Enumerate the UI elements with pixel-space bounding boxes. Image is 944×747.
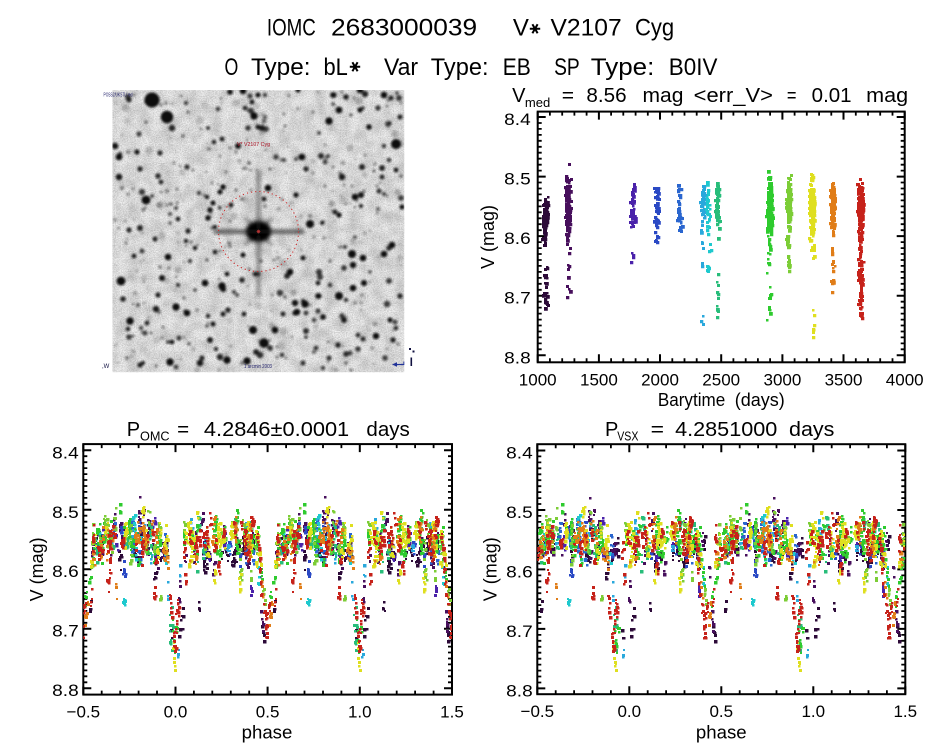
svg-text:mag: mag xyxy=(866,85,908,107)
svg-text:4000: 4000 xyxy=(886,370,924,389)
svg-text:=: = xyxy=(787,85,797,107)
svg-text:IOMC: IOMC xyxy=(267,15,316,42)
svg-text:phase: phase xyxy=(242,722,293,742)
svg-text:2000: 2000 xyxy=(641,370,679,389)
svg-text:Cyg: Cyg xyxy=(635,15,674,42)
svg-text:POSS2/UKSTU red: POSS2/UKSTU red xyxy=(104,93,133,99)
svg-text:8.5: 8.5 xyxy=(52,503,79,522)
svg-text:V (mag): V (mag) xyxy=(481,537,501,601)
svg-text:4.2846±0.0001: 4.2846±0.0001 xyxy=(204,419,349,441)
svg-text:0.01: 0.01 xyxy=(812,85,852,107)
svg-text:mag: mag xyxy=(643,85,684,107)
svg-text:(days): (days) xyxy=(735,390,785,410)
svg-text:1.5: 1.5 xyxy=(440,703,464,722)
svg-text:phase: phase xyxy=(696,722,747,742)
svg-text:=: = xyxy=(177,419,189,441)
svg-text:bL: bL xyxy=(324,54,348,81)
svg-text:1000: 1000 xyxy=(519,370,557,389)
svg-text:days: days xyxy=(789,419,834,441)
svg-text:−0.5: −0.5 xyxy=(521,702,555,721)
svg-text:V (mag): V (mag) xyxy=(27,537,47,601)
svg-text:1.0: 1.0 xyxy=(801,702,825,721)
svg-text:1.5: 1.5 xyxy=(893,702,917,721)
svg-text:V* V2107 Cyg: V* V2107 Cyg xyxy=(237,142,270,148)
svg-text:4.2851000: 4.2851000 xyxy=(675,419,777,441)
svg-text:8.6: 8.6 xyxy=(506,562,533,581)
svg-text:1500: 1500 xyxy=(580,370,618,389)
svg-text:<err_V>: <err_V> xyxy=(694,85,773,107)
svg-text:B0IV: B0IV xyxy=(669,54,718,81)
svg-text:1.0: 1.0 xyxy=(348,703,372,722)
svg-text:8.8: 8.8 xyxy=(52,681,79,700)
svg-text:=: = xyxy=(651,419,664,441)
svg-text:−0.5: −0.5 xyxy=(67,703,101,722)
svg-text:1 arcmin 2003: 1 arcmin 2003 xyxy=(244,364,272,370)
svg-text:Type:: Type: xyxy=(251,54,311,81)
svg-text:OMC: OMC xyxy=(140,428,170,443)
svg-text:0.5: 0.5 xyxy=(256,703,280,722)
svg-text:VSX: VSX xyxy=(617,429,638,444)
svg-text:med: med xyxy=(525,95,550,110)
svg-text:V: V xyxy=(513,15,529,42)
svg-text:=: = xyxy=(562,85,574,107)
svg-text:V (mag): V (mag) xyxy=(478,205,498,269)
svg-text:O: O xyxy=(225,54,239,81)
svg-text:8.6: 8.6 xyxy=(504,229,531,248)
svg-text:Type:: Type: xyxy=(591,54,655,81)
svg-text:0.0: 0.0 xyxy=(617,702,641,721)
svg-text:8.56: 8.56 xyxy=(586,85,626,107)
svg-text:3500: 3500 xyxy=(825,370,863,389)
svg-text:8.6: 8.6 xyxy=(52,562,79,581)
svg-text:Type:: Type: xyxy=(431,54,489,81)
svg-text:SP: SP xyxy=(554,54,580,81)
svg-text:8.5: 8.5 xyxy=(506,503,533,522)
svg-text:8.5: 8.5 xyxy=(504,170,531,189)
svg-text:2683000039: 2683000039 xyxy=(331,15,477,42)
svg-text:8.8: 8.8 xyxy=(504,348,531,367)
svg-text:8.4: 8.4 xyxy=(52,443,79,462)
svg-text:8.4: 8.4 xyxy=(506,444,533,463)
svg-text:0.0: 0.0 xyxy=(164,703,188,722)
svg-text:0.5: 0.5 xyxy=(709,702,733,721)
svg-text:P: P xyxy=(605,419,618,441)
svg-text:EB: EB xyxy=(503,54,531,81)
svg-text:P: P xyxy=(127,419,140,441)
svg-text:,W: ,W xyxy=(102,364,110,370)
svg-text:V2107: V2107 xyxy=(551,15,622,42)
svg-text:8.4: 8.4 xyxy=(504,110,531,129)
svg-text:3000: 3000 xyxy=(763,370,801,389)
svg-text:Var: Var xyxy=(384,54,418,81)
svg-text:8.8: 8.8 xyxy=(506,681,533,700)
svg-text:days: days xyxy=(366,419,409,441)
svg-text:V: V xyxy=(512,85,526,107)
svg-text:8.7: 8.7 xyxy=(52,622,79,641)
svg-text:8.7: 8.7 xyxy=(504,289,531,308)
svg-text:2500: 2500 xyxy=(702,370,740,389)
svg-text:8.7: 8.7 xyxy=(506,622,533,641)
svg-text:Barytime: Barytime xyxy=(658,390,725,410)
